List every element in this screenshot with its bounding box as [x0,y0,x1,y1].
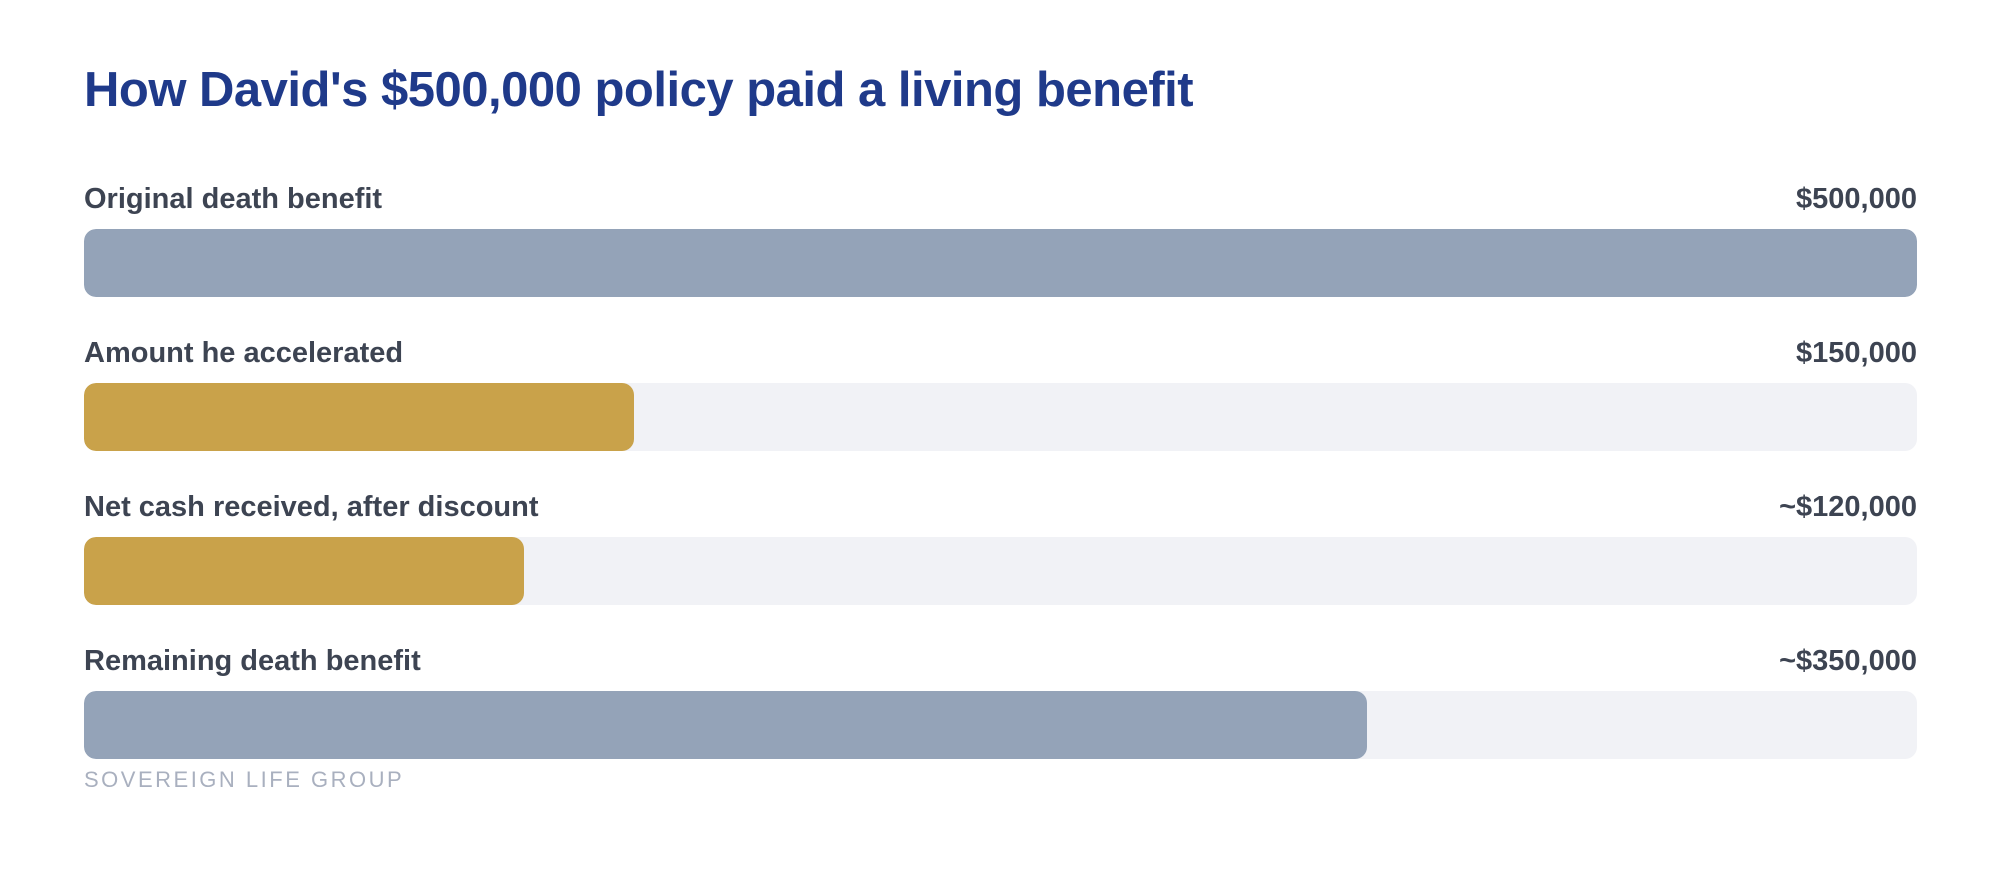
bar-value-label: $500,000 [1796,183,1917,215]
bar-row: Amount he accelerated $150,000 [84,335,1917,489]
bar-label: Amount he accelerated [84,337,404,369]
bar-row: Remaining death benefit ~$350,000 [84,643,1917,797]
bar-amount-accelerated [84,383,634,451]
bar-row-header: Original death benefit $500,000 [84,181,1917,229]
source-credit: SOVEREIGN LIFE GROUP [84,767,405,792]
bar-track [84,229,1917,297]
bar-row: Original death benefit $500,000 [84,181,1917,335]
bar-row-header: Remaining death benefit ~$350,000 [84,643,1917,691]
bar-label: Net cash received, after discount [84,491,539,523]
bar-value-label: ~$120,000 [1779,491,1917,523]
bar-net-cash-received [84,537,524,605]
bar-remaining-death-benefit [84,691,1368,759]
bar-original-death-benefit [84,229,1917,297]
bar-label: Remaining death benefit [84,645,421,677]
bar-row-header: Net cash received, after discount ~$120,… [84,489,1917,537]
bar-track [84,537,1917,605]
bar-chart: Original death benefit $500,000 Amount h… [84,181,1917,797]
bar-label: Original death benefit [84,183,383,215]
bar-value-label: ~$350,000 [1779,645,1917,677]
bar-value-label: $150,000 [1796,337,1917,369]
bar-track [84,383,1917,451]
chart-title: How David's $500,000 policy paid a livin… [84,63,1194,117]
bar-track [84,691,1917,759]
bar-row: Net cash received, after discount ~$120,… [84,489,1917,643]
bar-row-header: Amount he accelerated $150,000 [84,335,1917,383]
